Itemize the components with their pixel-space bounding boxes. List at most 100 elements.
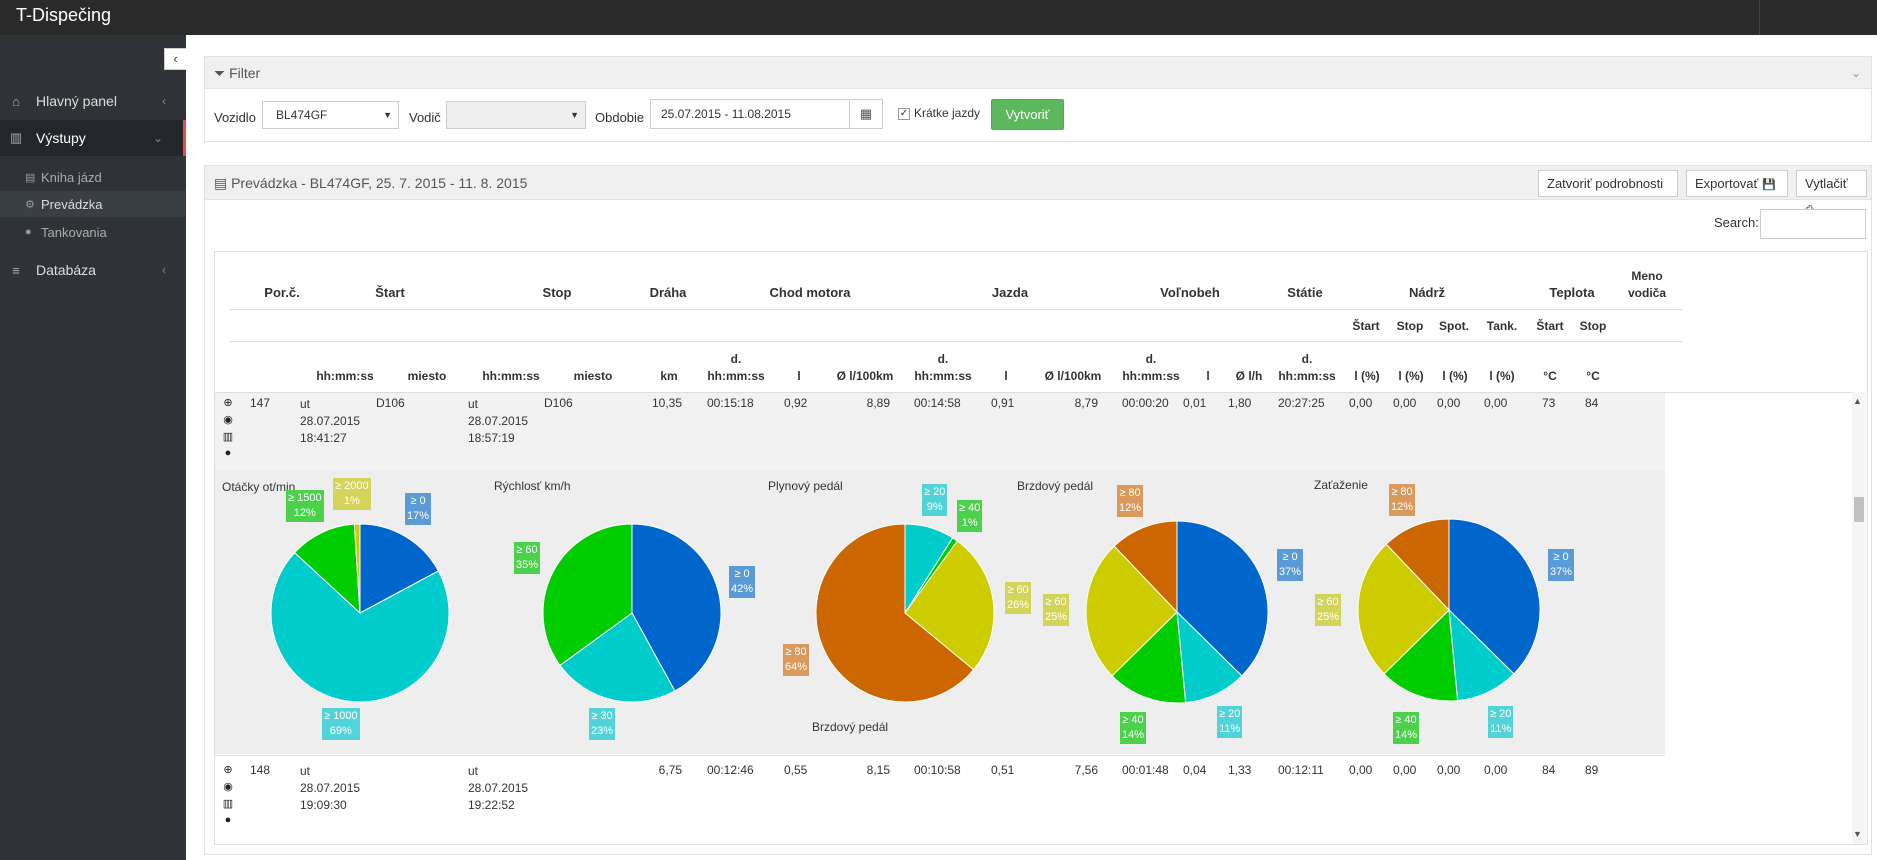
temp-stop: 89 xyxy=(1585,763,1599,777)
chart-icon[interactable]: ▥ xyxy=(222,431,234,443)
pie-slice[interactable] xyxy=(559,612,676,703)
pie-slice[interactable] xyxy=(1448,518,1541,675)
col-motor-time[interactable]: d. hh:mm:ss xyxy=(701,351,771,385)
col-motor-avg[interactable]: Ø l/100km xyxy=(836,369,894,383)
sidebar-subitem-kniha-jazd[interactable]: ▤ Kniha jázd xyxy=(0,164,186,190)
col-draha[interactable]: Dráha xyxy=(649,285,687,300)
col-motor-l[interactable]: l xyxy=(797,369,801,383)
chart-title: Otáčky ot/min xyxy=(222,480,296,494)
pie-slice[interactable] xyxy=(1176,520,1269,677)
obdobie-input[interactable]: 25.07.2015 - 11.08.2015 xyxy=(650,99,850,129)
col-teplota[interactable]: Teplota xyxy=(1549,285,1595,300)
vozidlo-select[interactable]: BL474GF ▼ xyxy=(262,101,399,129)
chart-icon[interactable]: ▥ xyxy=(222,798,234,810)
pie-slice[interactable] xyxy=(542,523,633,667)
pie-slice[interactable] xyxy=(293,523,361,615)
pie-slice[interactable] xyxy=(904,540,995,671)
close-details-button[interactable]: Zatvoriť podrobnosti xyxy=(1538,170,1678,197)
sidebar-collapse-button[interactable]: ‹ xyxy=(164,48,186,70)
col-nadrz-start[interactable]: Štart xyxy=(1352,319,1380,333)
col-nadrz-tank[interactable]: Tank. xyxy=(1486,319,1518,333)
sidebar xyxy=(0,35,186,860)
col-meno-vodica[interactable]: Meno vodiča xyxy=(1625,268,1669,302)
sidebar-subitem-tankovania[interactable]: ● Tankovania xyxy=(0,219,186,245)
col-stop[interactable]: Stop xyxy=(542,285,572,300)
pie-slice[interactable] xyxy=(815,523,975,703)
stand-time: 20:27:25 xyxy=(1278,396,1325,410)
col-teplota-stop[interactable]: Stop xyxy=(1579,319,1607,333)
col-nadrz[interactable]: Nádrž xyxy=(1408,285,1446,300)
globe-icon[interactable]: ⊕ xyxy=(223,397,233,409)
scroll-up-icon[interactable]: ▲ xyxy=(1853,396,1862,406)
col-start[interactable]: Štart xyxy=(375,285,405,300)
col-stop-place[interactable]: miesto xyxy=(573,369,613,383)
pie-slice[interactable] xyxy=(270,551,450,703)
col-temp-stop-unit[interactable]: °C xyxy=(1586,369,1600,383)
col-drive-l[interactable]: l xyxy=(1004,369,1008,383)
dashboard-icon[interactable]: ◉ xyxy=(223,781,233,793)
idle-avg: 1,33 xyxy=(1228,763,1252,777)
col-nadrz-spot[interactable]: Spot. xyxy=(1439,319,1469,333)
col-start-time[interactable]: hh:mm:ss xyxy=(316,369,374,383)
col-tank-start-pct[interactable]: l (%) xyxy=(1354,369,1380,383)
col-tank-spot-pct[interactable]: l (%) xyxy=(1442,369,1468,383)
scrollbar-thumb[interactable] xyxy=(1854,497,1864,522)
col-teplota-start[interactable]: Štart xyxy=(1536,319,1564,333)
col-drive-time[interactable]: d. hh:mm:ss xyxy=(908,351,978,385)
col-idle-avg[interactable]: Ø l/h xyxy=(1235,369,1263,383)
col-statie[interactable]: Státie xyxy=(1287,285,1323,300)
app-title[interactable]: T-Dispečing xyxy=(16,5,112,25)
col-tank-stop-pct[interactable]: l (%) xyxy=(1398,369,1424,383)
pie-slice[interactable] xyxy=(1383,608,1459,702)
pie-slice[interactable] xyxy=(353,523,361,614)
table-row[interactable] xyxy=(215,393,1665,470)
col-volnobeh[interactable]: Voľnobeh xyxy=(1160,285,1220,300)
filter-panel-header[interactable]: ⏷ Filter ⌄ xyxy=(205,57,1871,89)
vytvorit-button[interactable]: Vytvoriť xyxy=(991,99,1064,130)
pie-slice[interactable] xyxy=(1113,520,1178,614)
col-por-c[interactable]: Por.č. xyxy=(264,285,300,300)
col-stop-time[interactable]: hh:mm:ss xyxy=(482,369,540,383)
pie-slice[interactable] xyxy=(1357,543,1450,675)
pie-slice[interactable] xyxy=(1111,610,1187,704)
sidebar-item-databaza[interactable]: ≡ Databáza ‹ xyxy=(0,252,186,288)
table-scrollbar[interactable] xyxy=(1852,392,1866,844)
col-idle-l[interactable]: l xyxy=(1206,369,1210,383)
chevron-down-icon[interactable]: ⌄ xyxy=(1850,66,1861,80)
col-nadrz-stop[interactable]: Stop xyxy=(1396,319,1424,333)
pie-slice[interactable] xyxy=(1085,545,1178,677)
col-stand-time[interactable]: d. hh:mm:ss xyxy=(1272,351,1342,385)
col-drive-avg[interactable]: Ø l/100km xyxy=(1044,369,1102,383)
tank-spot: 0,00 xyxy=(1437,396,1461,410)
print-button[interactable]: Vytlačiť ⎙ xyxy=(1796,170,1867,216)
filter-title: Filter xyxy=(229,65,261,81)
col-km[interactable]: km xyxy=(660,369,678,383)
sidebar-subitem-prevadzka[interactable]: ⚙ Prevádzka xyxy=(0,191,186,217)
vozidlo-value: BL474GF xyxy=(276,108,328,122)
col-chod-motora[interactable]: Chod motora xyxy=(769,285,851,300)
sidebar-item-hlavny-panel[interactable]: ⌂ Hlavný panel ‹ xyxy=(0,83,186,119)
col-temp-start-unit[interactable]: °C xyxy=(1543,369,1557,383)
pie-slice[interactable] xyxy=(359,523,440,614)
globe-icon[interactable]: ⊕ xyxy=(223,764,233,776)
pie-label: ≥ 1000 69% xyxy=(322,708,360,740)
circle-icon[interactable]: ● xyxy=(224,447,232,459)
export-button[interactable]: Exportovať 💾 xyxy=(1686,170,1788,197)
search-input[interactable] xyxy=(1760,209,1866,239)
scroll-down-icon[interactable]: ▼ xyxy=(1853,829,1862,839)
table-row[interactable] xyxy=(215,755,1665,837)
sidebar-item-vystupy[interactable]: ▥ Výstupy ⌄ xyxy=(0,120,186,156)
kratke-jazdy-checkbox[interactable]: ✓ xyxy=(898,108,910,120)
dashboard-icon[interactable]: ◉ xyxy=(223,414,233,426)
pie-label: ≥ 60 35% xyxy=(514,542,541,574)
pie-chart-throttle xyxy=(815,523,995,703)
calendar-button[interactable]: ▦ xyxy=(849,99,883,129)
vodic-select[interactable]: ▼ xyxy=(446,101,586,129)
col-tank-tank-pct[interactable]: l (%) xyxy=(1489,369,1515,383)
circle-icon[interactable]: ● xyxy=(224,814,232,826)
col-start-place[interactable]: miesto xyxy=(407,369,447,383)
pie-slice[interactable] xyxy=(631,523,722,692)
pie-slice[interactable] xyxy=(1385,518,1450,612)
col-idle-time[interactable]: d. hh:mm:ss xyxy=(1116,351,1186,385)
col-jazda[interactable]: Jazda xyxy=(991,285,1029,300)
